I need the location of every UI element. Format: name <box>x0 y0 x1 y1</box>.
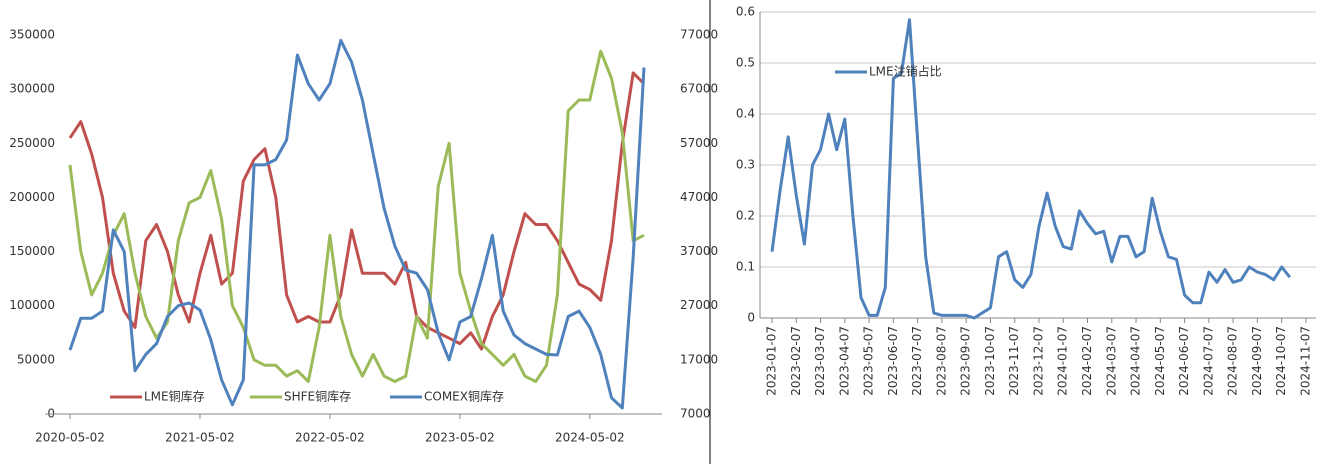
x-tick-label: 2023-11-07 <box>1007 326 1021 396</box>
y-tick-label: 250000 <box>9 136 55 150</box>
x-tick-label: 2023-03-07 <box>813 326 827 396</box>
legend-label: LME注销占比 <box>869 64 942 79</box>
x-tick-label: 2023-07-07 <box>910 326 924 396</box>
x-tick-label: 2023-08-07 <box>934 326 948 396</box>
x-tick-label: 2021-05-02 <box>165 431 235 445</box>
y2-tick-label: 7000 <box>680 407 711 421</box>
y2-tick-label: 47000 <box>680 190 718 204</box>
y-tick-label: 200000 <box>9 190 55 204</box>
x-tick-label: 2023-06-07 <box>886 326 900 396</box>
y-tick-label: 0.5 <box>736 56 755 70</box>
y-tick-label: 100000 <box>9 298 55 312</box>
series-line <box>68 71 646 351</box>
x-tick-label: 2023-05-02 <box>425 431 495 445</box>
y-tick-label: 0 <box>747 311 755 325</box>
x-tick-label: 2024-11-07 <box>1298 326 1312 396</box>
x-tick-label: 2024-03-07 <box>1104 326 1118 396</box>
x-tick-label: 2024-05-07 <box>1153 326 1167 396</box>
y-tick-label: 0.1 <box>736 260 755 274</box>
y2-tick-label: 37000 <box>680 244 718 258</box>
y-tick-label: 150000 <box>9 244 55 258</box>
x-tick-label: 2024-07-07 <box>1201 326 1215 396</box>
y-tick-label: 0.2 <box>736 209 755 223</box>
x-tick-label: 2022-05-02 <box>295 431 365 445</box>
x-tick-label: 2023-01-07 <box>765 326 779 396</box>
legend-label: LME铜库存 <box>144 389 205 404</box>
y2-tick-label: 57000 <box>680 136 718 150</box>
y-tick-label: 0.3 <box>736 158 755 172</box>
x-tick-label: 2023-10-07 <box>983 326 997 396</box>
x-tick-label: 2024-09-07 <box>1250 326 1264 396</box>
y2-tick-label: 27000 <box>680 298 718 312</box>
x-tick-label: 2024-01-07 <box>1056 326 1070 396</box>
legend-label: COMEX铜库存 <box>424 389 504 404</box>
y-tick-label: 0.4 <box>736 107 755 121</box>
x-tick-label: 2023-09-07 <box>959 326 973 396</box>
x-tick-label: 2024-02-07 <box>1080 326 1094 396</box>
x-tick-label: 2023-04-07 <box>837 326 851 396</box>
y-tick-label: 300000 <box>9 82 55 96</box>
series-line <box>770 18 1291 320</box>
y-tick-label: 0.6 <box>736 5 755 19</box>
y2-tick-label: 67000 <box>680 82 718 96</box>
x-tick-label: 2023-12-07 <box>1031 326 1045 396</box>
x-tick-label: 2024-06-07 <box>1177 326 1191 396</box>
y-tick-label: 350000 <box>9 28 55 42</box>
legend-label: SHFE铜库存 <box>284 389 351 404</box>
x-tick-label: 2024-04-07 <box>1129 326 1143 396</box>
y2-tick-label: 77000 <box>680 28 718 42</box>
y2-tick-label: 17000 <box>680 352 718 366</box>
y-tick-label: 50000 <box>17 352 55 366</box>
x-tick-label: 2024-10-07 <box>1274 326 1288 396</box>
x-tick-label: 2023-05-07 <box>862 326 876 396</box>
x-tick-label: 2020-05-02 <box>35 431 105 445</box>
x-tick-label: 2024-05-02 <box>555 431 625 445</box>
series-line <box>68 49 645 383</box>
series-line <box>68 38 646 410</box>
x-tick-label: 2024-08-07 <box>1226 326 1240 396</box>
x-tick-label: 2023-02-07 <box>789 326 803 396</box>
